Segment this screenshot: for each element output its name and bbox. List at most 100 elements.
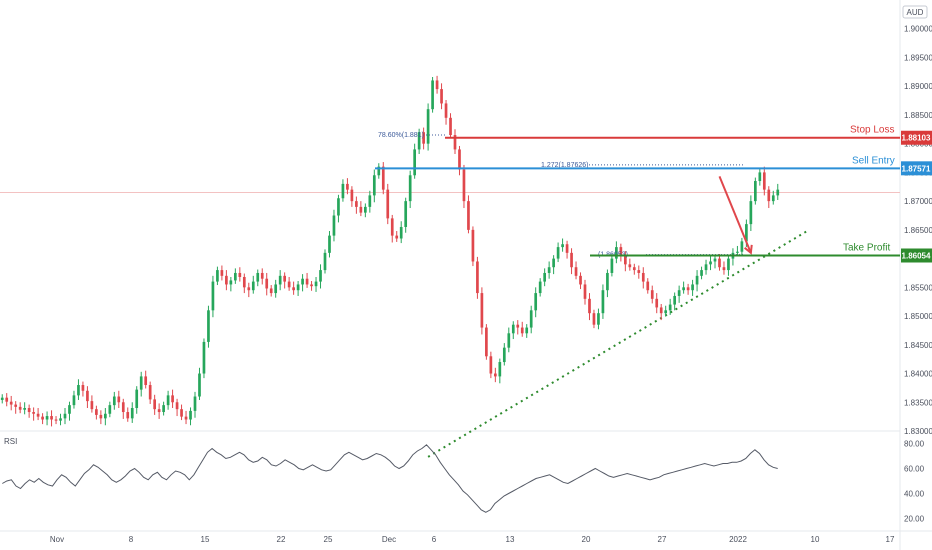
candle-body — [655, 298, 659, 308]
candle-body — [511, 324, 515, 334]
rsi-line — [2, 444, 778, 513]
candle-body — [292, 287, 295, 291]
candle-body — [556, 247, 560, 259]
time-axis: Nov 8 15 22 25 Dec 6 13 20 27 2022 10 17 — [50, 535, 895, 544]
candle-body — [323, 252, 327, 271]
candle-body — [104, 413, 107, 419]
candle-body — [310, 284, 313, 287]
price-tick-label: 1.86500 — [904, 226, 932, 235]
candle-body — [767, 189, 771, 202]
candle-body — [413, 149, 416, 176]
candle-body — [771, 195, 775, 202]
level-price-label: 1.87571 — [902, 164, 931, 173]
fib-label: 78.60%(1.881) — [378, 132, 424, 139]
candle-body — [50, 416, 53, 420]
level-name: Take Profit — [843, 242, 890, 253]
candle-body — [610, 258, 614, 273]
candle-body — [41, 416, 44, 420]
candle-body — [229, 280, 233, 285]
candle-body — [673, 295, 676, 305]
candle-body — [498, 362, 502, 377]
candle-body — [251, 281, 255, 291]
candle-body — [727, 258, 730, 271]
candle-body — [117, 396, 121, 403]
candle-body — [502, 347, 506, 363]
candle-body — [686, 287, 690, 291]
candle-body — [121, 402, 125, 413]
candle-body — [736, 251, 739, 253]
candle-body — [305, 278, 309, 285]
price-tick-label: 1.85000 — [904, 312, 932, 321]
candle-body — [462, 169, 466, 202]
candle-body — [198, 373, 201, 397]
trade-levels: Stop Loss 1.88103 Sell Entry 1.87571 Take Pr… — [375, 125, 932, 263]
candle-body — [108, 405, 112, 414]
candle-body — [762, 172, 766, 190]
candle-body — [72, 395, 76, 406]
candle-body — [588, 298, 591, 314]
candle-body — [135, 389, 139, 409]
level-price-tag — [901, 248, 932, 263]
candle-body — [646, 281, 650, 291]
candle-body — [337, 198, 340, 216]
level-price-tag — [901, 161, 932, 176]
time-tick-label: 17 — [886, 535, 895, 544]
candle-body — [207, 310, 210, 342]
candle-body — [238, 272, 242, 277]
rsi-series — [2, 444, 778, 513]
candle-body — [543, 272, 546, 282]
candle-body — [63, 413, 67, 419]
candle-body — [95, 409, 98, 415]
price-tick-label: 1.83500 — [904, 398, 932, 407]
candle-body — [659, 307, 663, 314]
candle-body — [377, 166, 381, 176]
candle-body — [328, 235, 331, 253]
currency-badge[interactable]: AUD — [902, 5, 928, 19]
price-tick-label: 1.84000 — [904, 370, 932, 379]
fib-label: 1.272(1.87626) — [541, 162, 588, 169]
candle-body — [637, 270, 641, 273]
candle-body — [395, 235, 399, 239]
price-axis: 1.900001.895001.890001.885001.880001.875… — [904, 25, 932, 436]
candle-body — [650, 290, 654, 299]
ascending-trendline — [427, 229, 810, 458]
candle-body — [677, 290, 681, 296]
time-tick-label: 15 — [201, 535, 210, 544]
candle-body — [758, 172, 762, 182]
trendline-line — [427, 229, 810, 458]
candle-body — [453, 135, 457, 150]
candle-body — [386, 189, 390, 219]
candle-body — [247, 287, 251, 291]
candle-body — [740, 241, 744, 252]
candle-body — [444, 103, 448, 118]
candlestick-series — [0, 75, 780, 427]
projection-arrow — [718, 176, 753, 255]
candle-body — [579, 275, 582, 285]
candle-body — [341, 183, 345, 199]
candle-body — [709, 261, 712, 265]
candle-body — [574, 267, 578, 276]
price-tick-label: 1.84500 — [904, 341, 932, 350]
candle-body — [274, 284, 278, 294]
time-tick-label: 6 — [432, 535, 437, 544]
candle-body — [189, 410, 192, 420]
candle-body — [565, 244, 569, 253]
candle-body — [664, 310, 668, 314]
candle-body — [359, 206, 363, 213]
candle-body — [628, 264, 632, 268]
candle-body — [144, 376, 148, 386]
candle-body — [682, 287, 685, 291]
candle-body — [157, 409, 161, 413]
candle-body — [404, 201, 408, 227]
candle-body — [27, 408, 31, 413]
candle-body — [148, 385, 152, 400]
time-tick-label: 13 — [506, 535, 515, 544]
candle-body — [632, 267, 636, 271]
time-tick-label: 2022 — [729, 535, 747, 544]
rsi-tick-label: 40.00 — [904, 490, 925, 499]
candle-body — [332, 215, 336, 236]
candle-body — [278, 275, 282, 285]
candle-body — [372, 175, 376, 196]
candle-body — [36, 413, 40, 417]
